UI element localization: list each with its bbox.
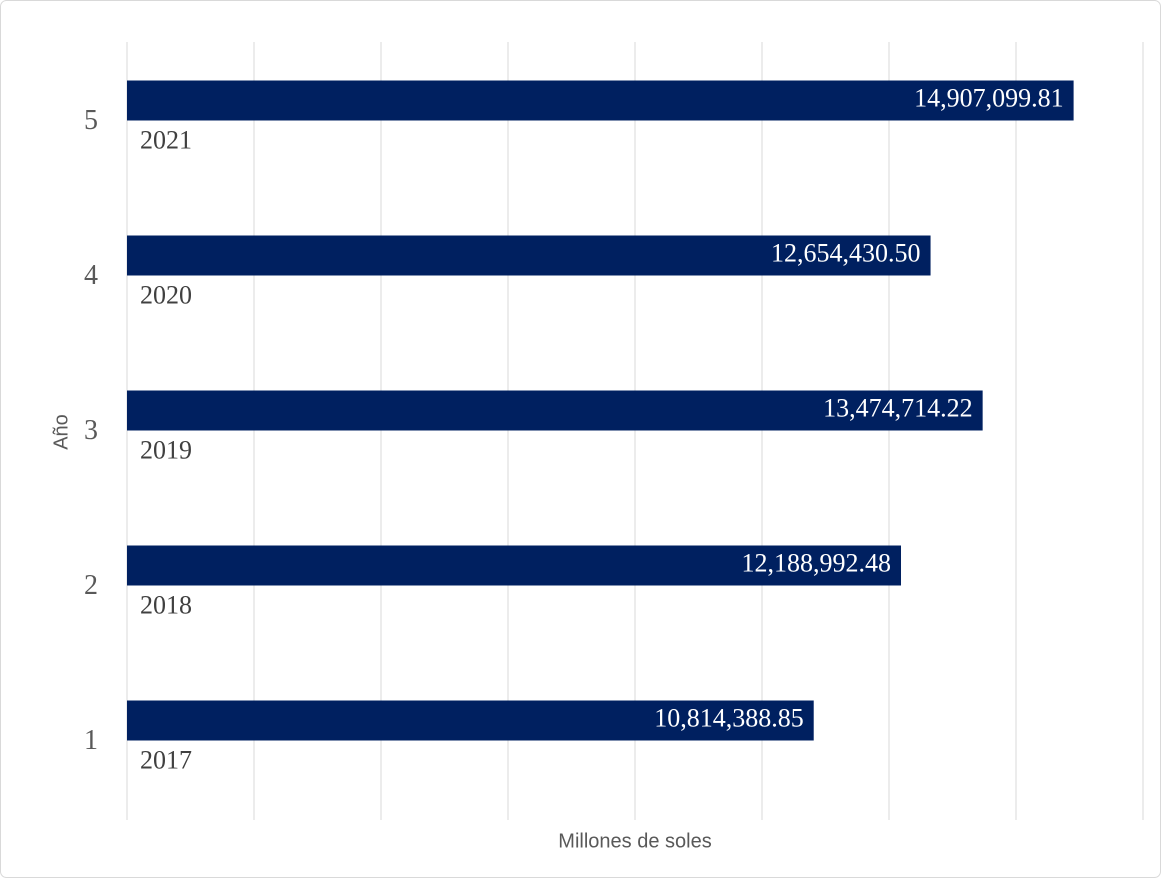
bar [127,80,1074,121]
year-label: 2020 [140,280,192,309]
x-axis-title: Millones de soles [558,830,711,852]
bar [127,700,814,741]
y-tick-label: 1 [84,725,98,756]
year-label: 2018 [140,590,192,619]
bar [127,235,931,276]
y-tick-label: 3 [84,415,98,446]
y-tick-label: 5 [84,105,98,136]
value-label: 10,814,388.85 [654,703,804,732]
value-label: 14,907,099.81 [914,83,1064,112]
year-label: 2019 [140,435,192,464]
value-label: 12,188,992.48 [742,548,892,577]
y-tick-label: 2 [84,570,98,601]
bar [127,545,902,586]
y-axis-title: Año [50,414,72,450]
y-tick-label: 4 [84,260,98,291]
year-label: 2017 [140,745,192,774]
value-label: 12,654,430.50 [771,238,921,267]
year-label: 2021 [140,125,192,154]
bar [127,390,983,431]
value-label: 13,474,714.22 [823,393,973,422]
